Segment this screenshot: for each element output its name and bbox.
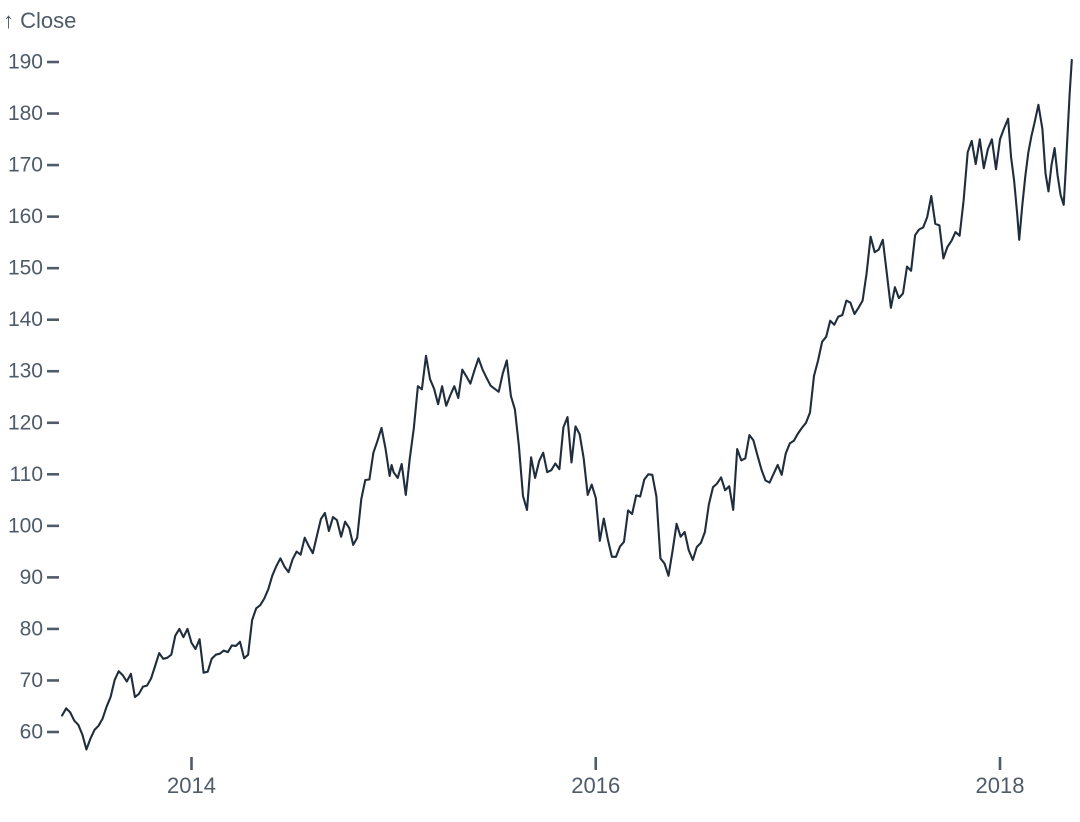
y-tick-label: 80 [20,617,43,640]
y-tick-label: 70 [20,669,43,692]
y-tick-label: 180 [8,102,43,125]
y-axis-title: ↑ Close [3,8,76,33]
y-tick-label: 90 [20,566,43,589]
y-tick-label: 140 [8,308,43,331]
y-tick-label: 170 [8,154,43,177]
y-tick-label: 110 [10,463,43,486]
y-tick-label: 100 [8,514,43,537]
y-tick-label: 150 [8,257,43,280]
close-price-line [61,58,1073,751]
x-tick-label: 2014 [167,773,216,798]
x-tick-label: 2016 [571,773,620,798]
y-tick-label: 130 [8,360,43,383]
y-tick-label: 120 [8,411,43,434]
y-tick-label: 160 [8,205,43,228]
x-tick-label: 2018 [976,773,1025,798]
y-tick-label: 190 [8,51,43,74]
y-tick-label: 60 [20,721,43,744]
